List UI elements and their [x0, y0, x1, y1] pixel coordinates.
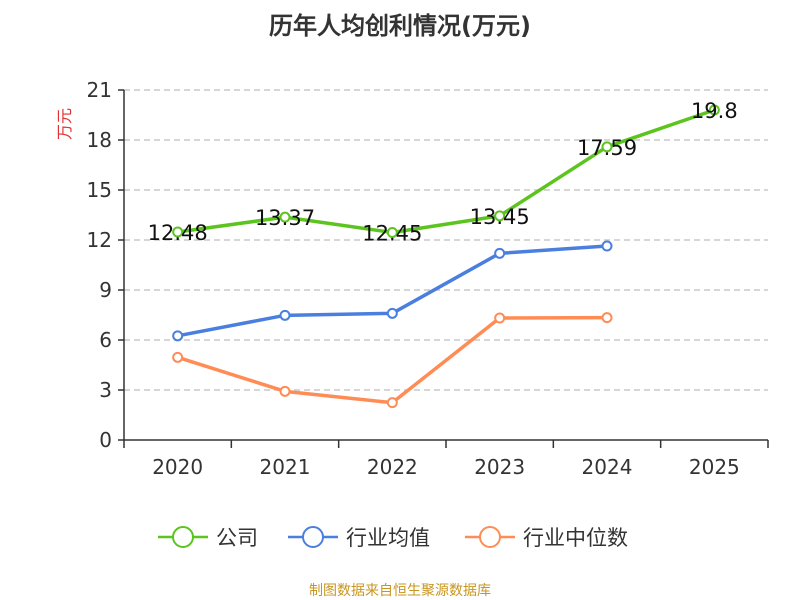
data-point: [494, 247, 506, 259]
data-point: [279, 309, 291, 321]
series-line: [177, 315, 608, 405]
data-label: 19.8: [691, 99, 738, 123]
data-label: 13.37: [255, 206, 315, 230]
x-tick-label: 2020: [152, 455, 203, 479]
y-tick-label: 18: [87, 128, 112, 152]
data-point: [386, 307, 398, 319]
data-point: [601, 240, 613, 252]
y-axis-label: 万元: [55, 108, 74, 140]
data-point: [279, 385, 291, 397]
data-point: [708, 104, 720, 116]
y-tick-label: 12: [87, 228, 112, 252]
legend-marker: [172, 526, 194, 548]
data-point: [172, 330, 184, 342]
y-tick-label: 15: [87, 178, 112, 202]
legend-label: 行业中位数: [523, 526, 628, 550]
data-point: [279, 211, 291, 223]
data-point: [172, 351, 184, 363]
y-tick-label: 9: [99, 278, 112, 302]
y-tick-label: 6: [99, 328, 112, 352]
data-label: 17.59: [577, 136, 637, 160]
data-point: [601, 141, 613, 153]
x-tick-label: 2021: [260, 455, 311, 479]
data-point: [386, 227, 398, 238]
data-point: [386, 397, 398, 409]
x-tick-label: 2025: [689, 455, 740, 479]
y-tick-label: 3: [99, 378, 112, 402]
y-tick-label: 0: [99, 428, 112, 452]
x-tick-label: 2022: [367, 455, 418, 479]
data-point: [601, 312, 613, 324]
y-tick-label: 21: [87, 78, 112, 102]
data-label: 12.48: [148, 221, 208, 245]
series-line: [177, 244, 608, 338]
data-point: [494, 312, 506, 324]
x-tick-label: 2024: [582, 455, 633, 479]
source-note: 制图数据来自恒生聚源数据库: [309, 583, 491, 599]
chart-title: 历年人均创利情况(万元): [269, 12, 531, 40]
x-tick-label: 2023: [474, 455, 525, 479]
data-label: 12.45: [362, 222, 422, 246]
data-label: 13.45: [470, 205, 530, 229]
legend-label: 行业均值: [346, 526, 430, 550]
legend-label: 公司: [216, 526, 258, 550]
legend-marker: [302, 526, 324, 548]
data-point: [172, 226, 184, 238]
legend-marker: [479, 526, 501, 548]
data-point: [494, 210, 506, 222]
series-line: [177, 108, 715, 235]
